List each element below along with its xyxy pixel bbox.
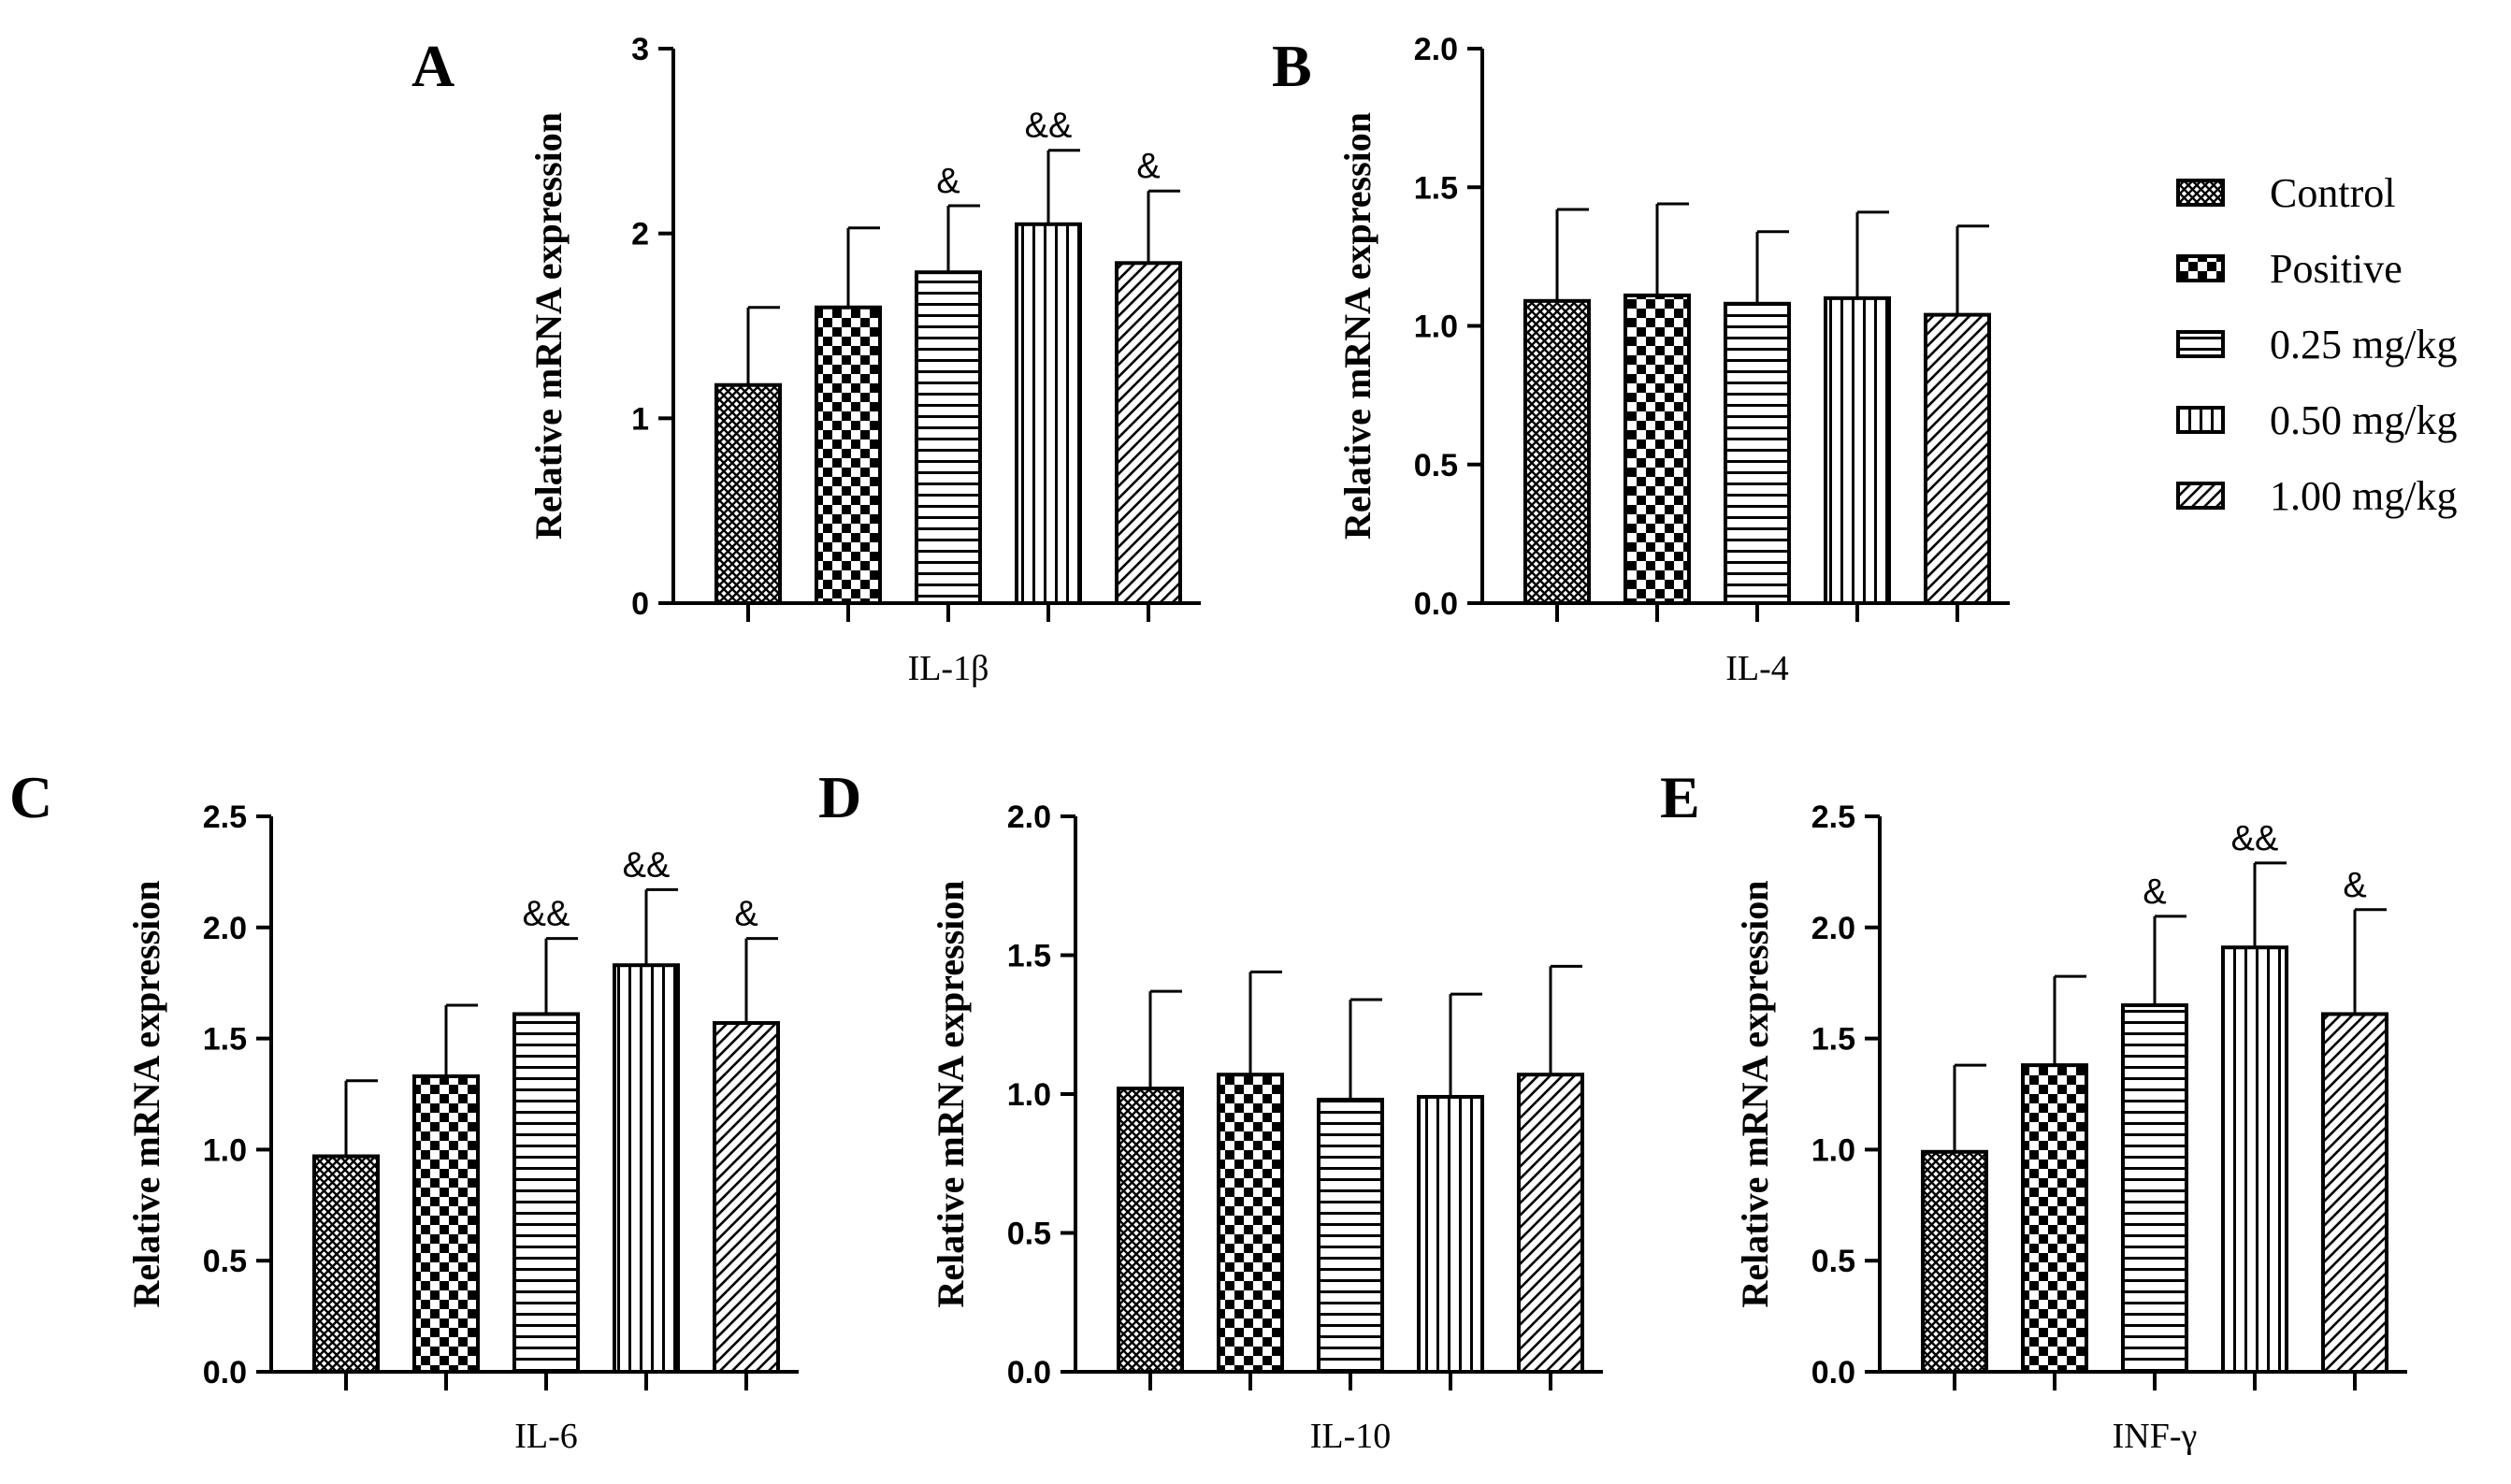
y-tick-label: 1.5 — [1007, 939, 1051, 974]
panel-letter-d: D — [818, 764, 861, 830]
y-axis-title: Relative mRNA expression — [930, 881, 972, 1308]
y-tick-label: 0.0 — [1811, 1355, 1855, 1390]
x-axis-title: INF-γ — [2113, 1417, 2198, 1456]
panel-letter-e: E — [1660, 764, 1700, 830]
bar-3 — [1724, 301, 1791, 605]
legend-label-1: Control — [2270, 170, 2395, 216]
bar-1 — [312, 1154, 380, 1374]
legend-swatch-2 — [2176, 254, 2225, 282]
y-axis-title: Relative mRNA expression — [527, 112, 570, 540]
legend-swatch-1 — [2176, 179, 2225, 207]
panel-d: D 0.0 0.5 1.0 1.5 2.0 Relative mRNA expression… — [818, 764, 1603, 1456]
significance-label: & — [734, 895, 758, 934]
y-tick-label: 2 — [631, 217, 649, 252]
y-tick-label: 2.0 — [203, 911, 247, 946]
bar-1 — [1921, 1149, 1988, 1374]
y-tick-label: 0.5 — [203, 1244, 247, 1279]
legend-label-3: 0.25 mg/kg — [2270, 322, 2457, 367]
y-tick-label: 0.0 — [203, 1355, 247, 1390]
y-tick-label: 2.5 — [203, 800, 247, 835]
y-tick-label: 0.5 — [1414, 448, 1458, 483]
legend: Control Positive 0.25 mg/kg 0.50 mg/kg 1.00 … — [2176, 170, 2457, 519]
significance-label: && — [2231, 819, 2279, 858]
legend-label-4: 0.50 mg/kg — [2270, 397, 2457, 443]
bar-5 — [2321, 1012, 2388, 1374]
bar-1 — [1117, 1087, 1184, 1375]
bar-2 — [412, 1073, 480, 1374]
y-tick-label: 0 — [631, 586, 649, 622]
y-tick-label: 2.0 — [1811, 911, 1855, 946]
y-tick-label: 1.0 — [203, 1132, 247, 1168]
bar-4 — [2221, 945, 2288, 1375]
panel-e: E 0.0 0.5 1.0 1.5 2.0 2.5 Relative mRNA express… — [1660, 764, 2407, 1456]
y-tick-label: 0.0 — [1007, 1355, 1051, 1390]
bar-2 — [815, 305, 882, 605]
legend-swatch-3 — [2176, 330, 2225, 358]
y-tick-label: 2.0 — [1007, 800, 1051, 835]
significance-label: & — [1136, 147, 1160, 186]
y-tick-label: 2.5 — [1811, 800, 1855, 835]
bar-5 — [713, 1020, 780, 1375]
y-tick-label: 1 — [631, 401, 649, 437]
bar-2 — [1217, 1073, 1284, 1374]
bar-4 — [613, 963, 680, 1375]
bar-4 — [1417, 1094, 1484, 1374]
y-tick-label: 0.5 — [1811, 1244, 1855, 1279]
significance-label: & — [2143, 872, 2166, 912]
legend-label-2: Positive — [2270, 246, 2403, 292]
y-tick-label: 0.5 — [1007, 1217, 1051, 1252]
significance-label: && — [623, 845, 671, 885]
panel-letter-a: A — [411, 33, 455, 99]
x-axis-title: IL-6 — [514, 1417, 578, 1456]
panel-c: C 0.0 0.5 1.0 1.5 2.0 2.5 Relative mRNA express… — [9, 764, 799, 1456]
x-axis-title: IL-1β — [908, 649, 989, 688]
bar-1 — [714, 382, 782, 605]
y-tick-label: 1.5 — [1811, 1022, 1855, 1058]
significance-label: & — [936, 162, 960, 201]
y-tick-label: 3 — [631, 32, 649, 67]
x-axis-title: IL-10 — [1310, 1417, 1392, 1456]
y-tick-label: 1.5 — [203, 1022, 247, 1058]
bar-5 — [1924, 312, 1991, 605]
y-tick-label: 1.0 — [1811, 1132, 1855, 1168]
y-tick-label: 0.0 — [1414, 586, 1458, 622]
bar-5 — [1115, 261, 1182, 605]
y-tick-label: 1.5 — [1414, 170, 1458, 206]
legend-swatch-4 — [2176, 406, 2225, 434]
y-tick-label: 1.0 — [1007, 1077, 1051, 1113]
bar-5 — [1517, 1073, 1584, 1374]
x-axis-title: IL-4 — [1725, 649, 1789, 688]
bar-2 — [2021, 1063, 2088, 1375]
legend-label-5: 1.00 mg/kg — [2270, 473, 2457, 519]
bar-3 — [2121, 1002, 2188, 1374]
y-axis-title: Relative mRNA expression — [125, 881, 167, 1308]
y-axis-title: Relative mRNA expression — [1336, 112, 1378, 540]
legend-swatch-5 — [2176, 482, 2225, 510]
bar-3 — [1317, 1097, 1384, 1374]
bar-4 — [1824, 295, 1891, 605]
bar-1 — [1523, 298, 1591, 605]
panel-letter-c: C — [9, 764, 52, 830]
panel-letter-b: B — [1272, 33, 1312, 99]
y-tick-label: 2.0 — [1414, 32, 1458, 67]
bar-2 — [1623, 293, 1691, 605]
y-tick-label: 1.0 — [1414, 310, 1458, 345]
significance-label: & — [2343, 866, 2366, 905]
significance-label: && — [523, 895, 570, 934]
panel-b: B 0.0 0.5 1.0 1.5 2.0 Relative mRNA expression… — [1272, 32, 2010, 688]
bar-3 — [512, 1012, 580, 1374]
y-axis-title: Relative mRNA expression — [1734, 881, 1776, 1308]
bar-4 — [1015, 222, 1082, 606]
significance-label: && — [1025, 107, 1073, 146]
bar-3 — [915, 270, 982, 605]
